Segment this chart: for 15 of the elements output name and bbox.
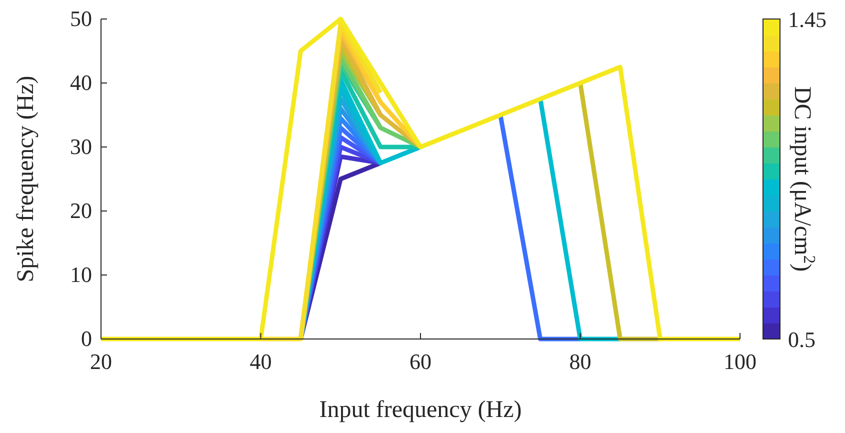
- x-tick-label: 100: [724, 349, 756, 374]
- x-tick-label: 60: [410, 349, 432, 374]
- y-axis-title: Spike frequency (Hz): [13, 76, 39, 282]
- x-axis-title: Input frequency (Hz): [319, 397, 522, 423]
- y-tick-label: 40: [70, 70, 92, 95]
- y-tick-label: 0: [81, 326, 92, 351]
- x-tick-label: 20: [90, 349, 112, 374]
- x-tick-label: 40: [250, 349, 272, 374]
- color-bar-label: 0.5: [788, 327, 816, 352]
- y-tick-label: 20: [70, 198, 92, 223]
- x-tick-label: 80: [569, 349, 592, 374]
- y-tick-label: 50: [70, 6, 92, 31]
- color-bar-label: 1.45: [788, 7, 826, 32]
- y-tick-label: 30: [70, 134, 92, 159]
- y-tick-label: 10: [70, 262, 92, 287]
